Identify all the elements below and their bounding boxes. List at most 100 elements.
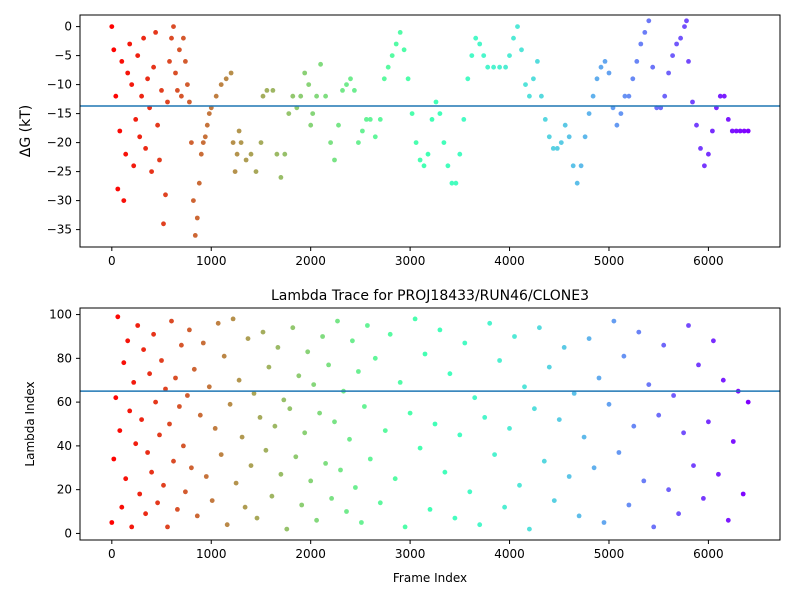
lambda-point-105 xyxy=(392,476,398,482)
lambda-point-20 xyxy=(149,469,155,475)
delta-g-point-103 xyxy=(417,157,423,163)
delta-g-point-149 xyxy=(606,70,612,76)
delta-g-x-tick-label-6000: 6000 xyxy=(693,254,724,268)
lambda-y-tick-label-40: 40 xyxy=(57,439,72,453)
lambda-point-34 xyxy=(177,404,182,409)
delta-g-point-30 xyxy=(169,35,174,41)
lambda-point-58 xyxy=(242,504,248,510)
lambda-point-7 xyxy=(123,476,129,482)
delta-g-point-41 xyxy=(191,198,196,204)
delta-g-point-78 xyxy=(314,93,319,99)
lambda-point-163 xyxy=(681,430,686,436)
delta-g-point-145 xyxy=(590,93,596,99)
lambda-point-33 xyxy=(175,507,180,512)
delta-g-point-146 xyxy=(594,76,600,82)
delta-g-point-83 xyxy=(336,122,341,128)
lambda-point-35 xyxy=(179,342,184,348)
lambda-point-5 xyxy=(119,504,125,510)
plot-area-bottom xyxy=(80,308,780,540)
delta-g-point-167 xyxy=(678,35,683,41)
lambda-point-29 xyxy=(167,421,172,427)
delta-g-point-56 xyxy=(232,169,238,175)
delta-g-y-tick-label--20: −20 xyxy=(47,136,72,150)
delta-g-point-33 xyxy=(175,88,180,93)
delta-g-point-25 xyxy=(159,88,164,93)
lambda-point-124 xyxy=(487,320,493,326)
delta-g-point-93 xyxy=(377,117,383,122)
lambda-x-tick-label-6000: 6000 xyxy=(693,547,724,561)
lambda-point-26 xyxy=(161,482,166,488)
delta-g-point-184 xyxy=(741,128,747,134)
delta-g-point-67 xyxy=(274,151,280,157)
x-axis-label-bottom: Frame Index xyxy=(393,571,467,585)
delta-g-point-174 xyxy=(702,163,707,169)
lambda-point-101 xyxy=(372,355,378,361)
lambda-point-159 xyxy=(661,342,667,348)
lambda-point-23 xyxy=(155,500,161,506)
lambda-point-155 xyxy=(641,478,647,484)
delta-g-point-101 xyxy=(409,111,415,116)
delta-g-y-tick-label-0: 0 xyxy=(64,20,72,34)
delta-g-point-55 xyxy=(230,140,236,146)
lambda-point-64 xyxy=(260,329,266,335)
lambda-point-81 xyxy=(311,382,317,387)
delta-g-point-23 xyxy=(155,122,161,128)
delta-g-point-81 xyxy=(328,140,333,146)
lambda-point-10 xyxy=(129,524,135,530)
lambda-point-78 xyxy=(302,430,308,436)
delta-g-point-142 xyxy=(578,163,584,169)
delta-g-y-tick-label--10: −10 xyxy=(47,78,72,92)
lambda-point-88 xyxy=(332,419,337,425)
lambda-point-141 xyxy=(571,391,577,396)
delta-g-point-2 xyxy=(113,93,119,99)
delta-g-point-82 xyxy=(332,157,337,163)
delta-g-point-75 xyxy=(306,82,312,87)
delta-g-point-100 xyxy=(405,76,411,82)
lambda-point-21 xyxy=(151,331,157,337)
y-ticks-top: 0 −5 −10 −15 −20 −25 −30 −35 xyxy=(47,20,80,237)
delta-g-point-63 xyxy=(258,140,264,146)
delta-g-point-46 xyxy=(200,140,206,146)
delta-g-point-66 xyxy=(270,88,276,93)
lambda-y-tick-label-80: 80 xyxy=(57,351,72,365)
lambda-point-157 xyxy=(651,524,657,530)
lambda-point-109 xyxy=(412,316,418,322)
lambda-point-170 xyxy=(716,471,721,477)
delta-g-point-60 xyxy=(243,157,249,163)
delta-g-x-tick-label-4000: 4000 xyxy=(494,254,525,268)
delta-g-point-97 xyxy=(393,41,399,47)
delta-g-point-99 xyxy=(401,47,407,53)
lambda-y-tick-label-20: 20 xyxy=(57,483,72,497)
lambda-point-156 xyxy=(646,382,652,387)
lambda-point-65 xyxy=(263,447,269,453)
delta-g-point-37 xyxy=(183,59,188,64)
delta-g-point-8 xyxy=(125,70,131,76)
delta-g-point-109 xyxy=(441,140,447,146)
lambda-point-86 xyxy=(326,362,331,368)
delta-g-point-35 xyxy=(179,93,184,99)
delta-g-point-115 xyxy=(465,76,471,82)
delta-g-point-111 xyxy=(449,180,455,186)
lambda-point-70 xyxy=(278,471,284,477)
plot-area-top xyxy=(80,15,780,247)
delta-g-point-48 xyxy=(204,122,210,128)
y-axis-label-bottom: Lambda Index xyxy=(23,381,37,466)
delta-g-point-90 xyxy=(364,117,369,122)
lambda-point-69 xyxy=(275,345,281,350)
lambda-point-140 xyxy=(566,474,572,479)
lambda-point-94 xyxy=(350,338,355,344)
lambda-point-80 xyxy=(308,478,314,484)
lambda-point-8 xyxy=(125,338,131,344)
lambda-point-12 xyxy=(133,441,139,447)
lambda-point-27 xyxy=(163,386,168,392)
lambda-point-126 xyxy=(497,358,502,363)
delta-g-point-95 xyxy=(385,64,391,70)
delta-g-point-141 xyxy=(574,180,580,186)
delta-g-point-158 xyxy=(642,30,648,35)
delta-g-point-127 xyxy=(519,47,524,53)
delta-g-point-98 xyxy=(397,30,403,35)
panel-lambda: Lambda Trace for PROJ18433/RUN46/CLONE3 … xyxy=(23,288,781,585)
lambda-point-114 xyxy=(437,327,443,333)
delta-g-point-154 xyxy=(626,93,632,99)
delta-g-point-152 xyxy=(618,111,624,116)
